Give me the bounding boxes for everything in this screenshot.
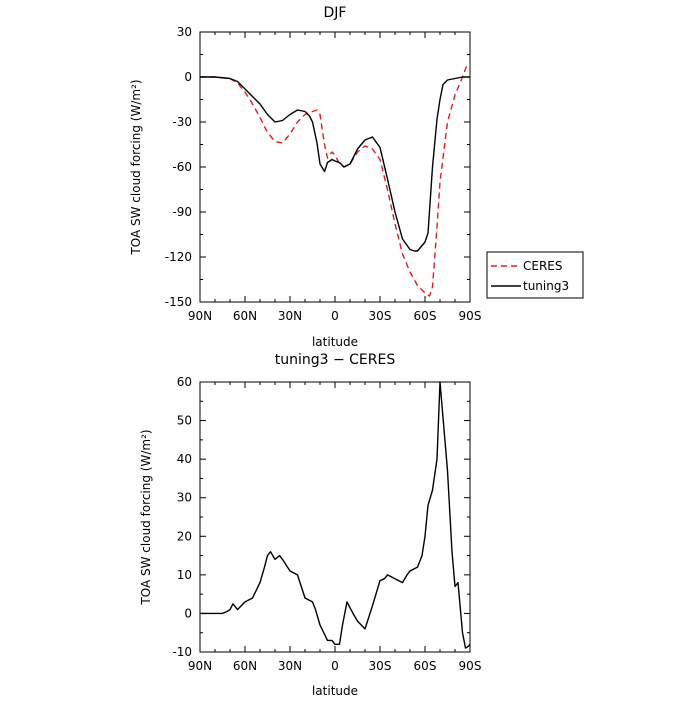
x-tick-label: 90N <box>188 659 212 673</box>
y-tick-label: 0 <box>184 70 192 84</box>
y-tick-label: 20 <box>177 529 192 543</box>
x-tick-label: 30N <box>278 309 302 323</box>
x-axis-title: latitude <box>312 684 358 698</box>
y-tick-label: 50 <box>177 414 192 428</box>
x-tick-label: 30S <box>369 309 392 323</box>
series-line-ceres <box>200 64 470 297</box>
panel-title: tuning3 − CERES <box>275 352 396 368</box>
legend-label-tuning3: tuning3 <box>523 279 569 293</box>
y-tick-label: 30 <box>177 25 192 39</box>
x-axis-title: latitude <box>312 335 358 349</box>
panel-title: DJF <box>324 5 347 21</box>
x-tick-label: 90S <box>459 659 482 673</box>
y-tick-label: -30 <box>172 115 192 129</box>
y-tick-label: 40 <box>177 452 192 466</box>
y-tick-label: -10 <box>172 645 192 659</box>
chart-panel-1: 90N 60N 30N 0 30S 60S 90S 30 0 -30 -60 -90 -120 -150 D… <box>129 5 584 349</box>
x-tick-label: 0 <box>331 659 339 673</box>
y-axis-title: TOA SW cloud forcing (W/m²) <box>139 429 153 605</box>
legend-label-ceres: CERES <box>523 259 563 273</box>
x-tick-label: 30N <box>278 659 302 673</box>
series-line-difference <box>200 381 471 649</box>
x-tick-label: 60S <box>414 309 437 323</box>
y-tick-label: 30 <box>177 491 192 505</box>
chart-panel-2: 90N 60N 30N 0 30S 60S 90S 60 50 40 30 20 10 0 -10 tunin… <box>139 352 481 698</box>
y-tick-label: -60 <box>172 160 192 174</box>
legend: CERES tuning3 <box>486 251 584 299</box>
x-tick-label: 30S <box>369 659 392 673</box>
x-tick-label: 0 <box>331 309 339 323</box>
x-tick-label: 60N <box>233 659 257 673</box>
y-tick-label: 60 <box>177 375 192 389</box>
y-tick-label: -120 <box>165 250 192 264</box>
y-tick-label: 10 <box>177 568 192 582</box>
y-tick-label: -90 <box>172 205 192 219</box>
y-tick-label: -150 <box>165 295 192 309</box>
legend-box <box>486 251 584 299</box>
x-tick-label: 90N <box>188 309 212 323</box>
series-line-tuning3 <box>200 76 470 252</box>
x-tick-label: 60S <box>414 659 437 673</box>
x-tick-label: 60N <box>233 309 257 323</box>
y-axis-title: TOA SW cloud forcing (W/m²) <box>129 79 143 255</box>
x-tick-label: 90S <box>459 309 482 323</box>
y-tick-label: 0 <box>184 606 192 620</box>
